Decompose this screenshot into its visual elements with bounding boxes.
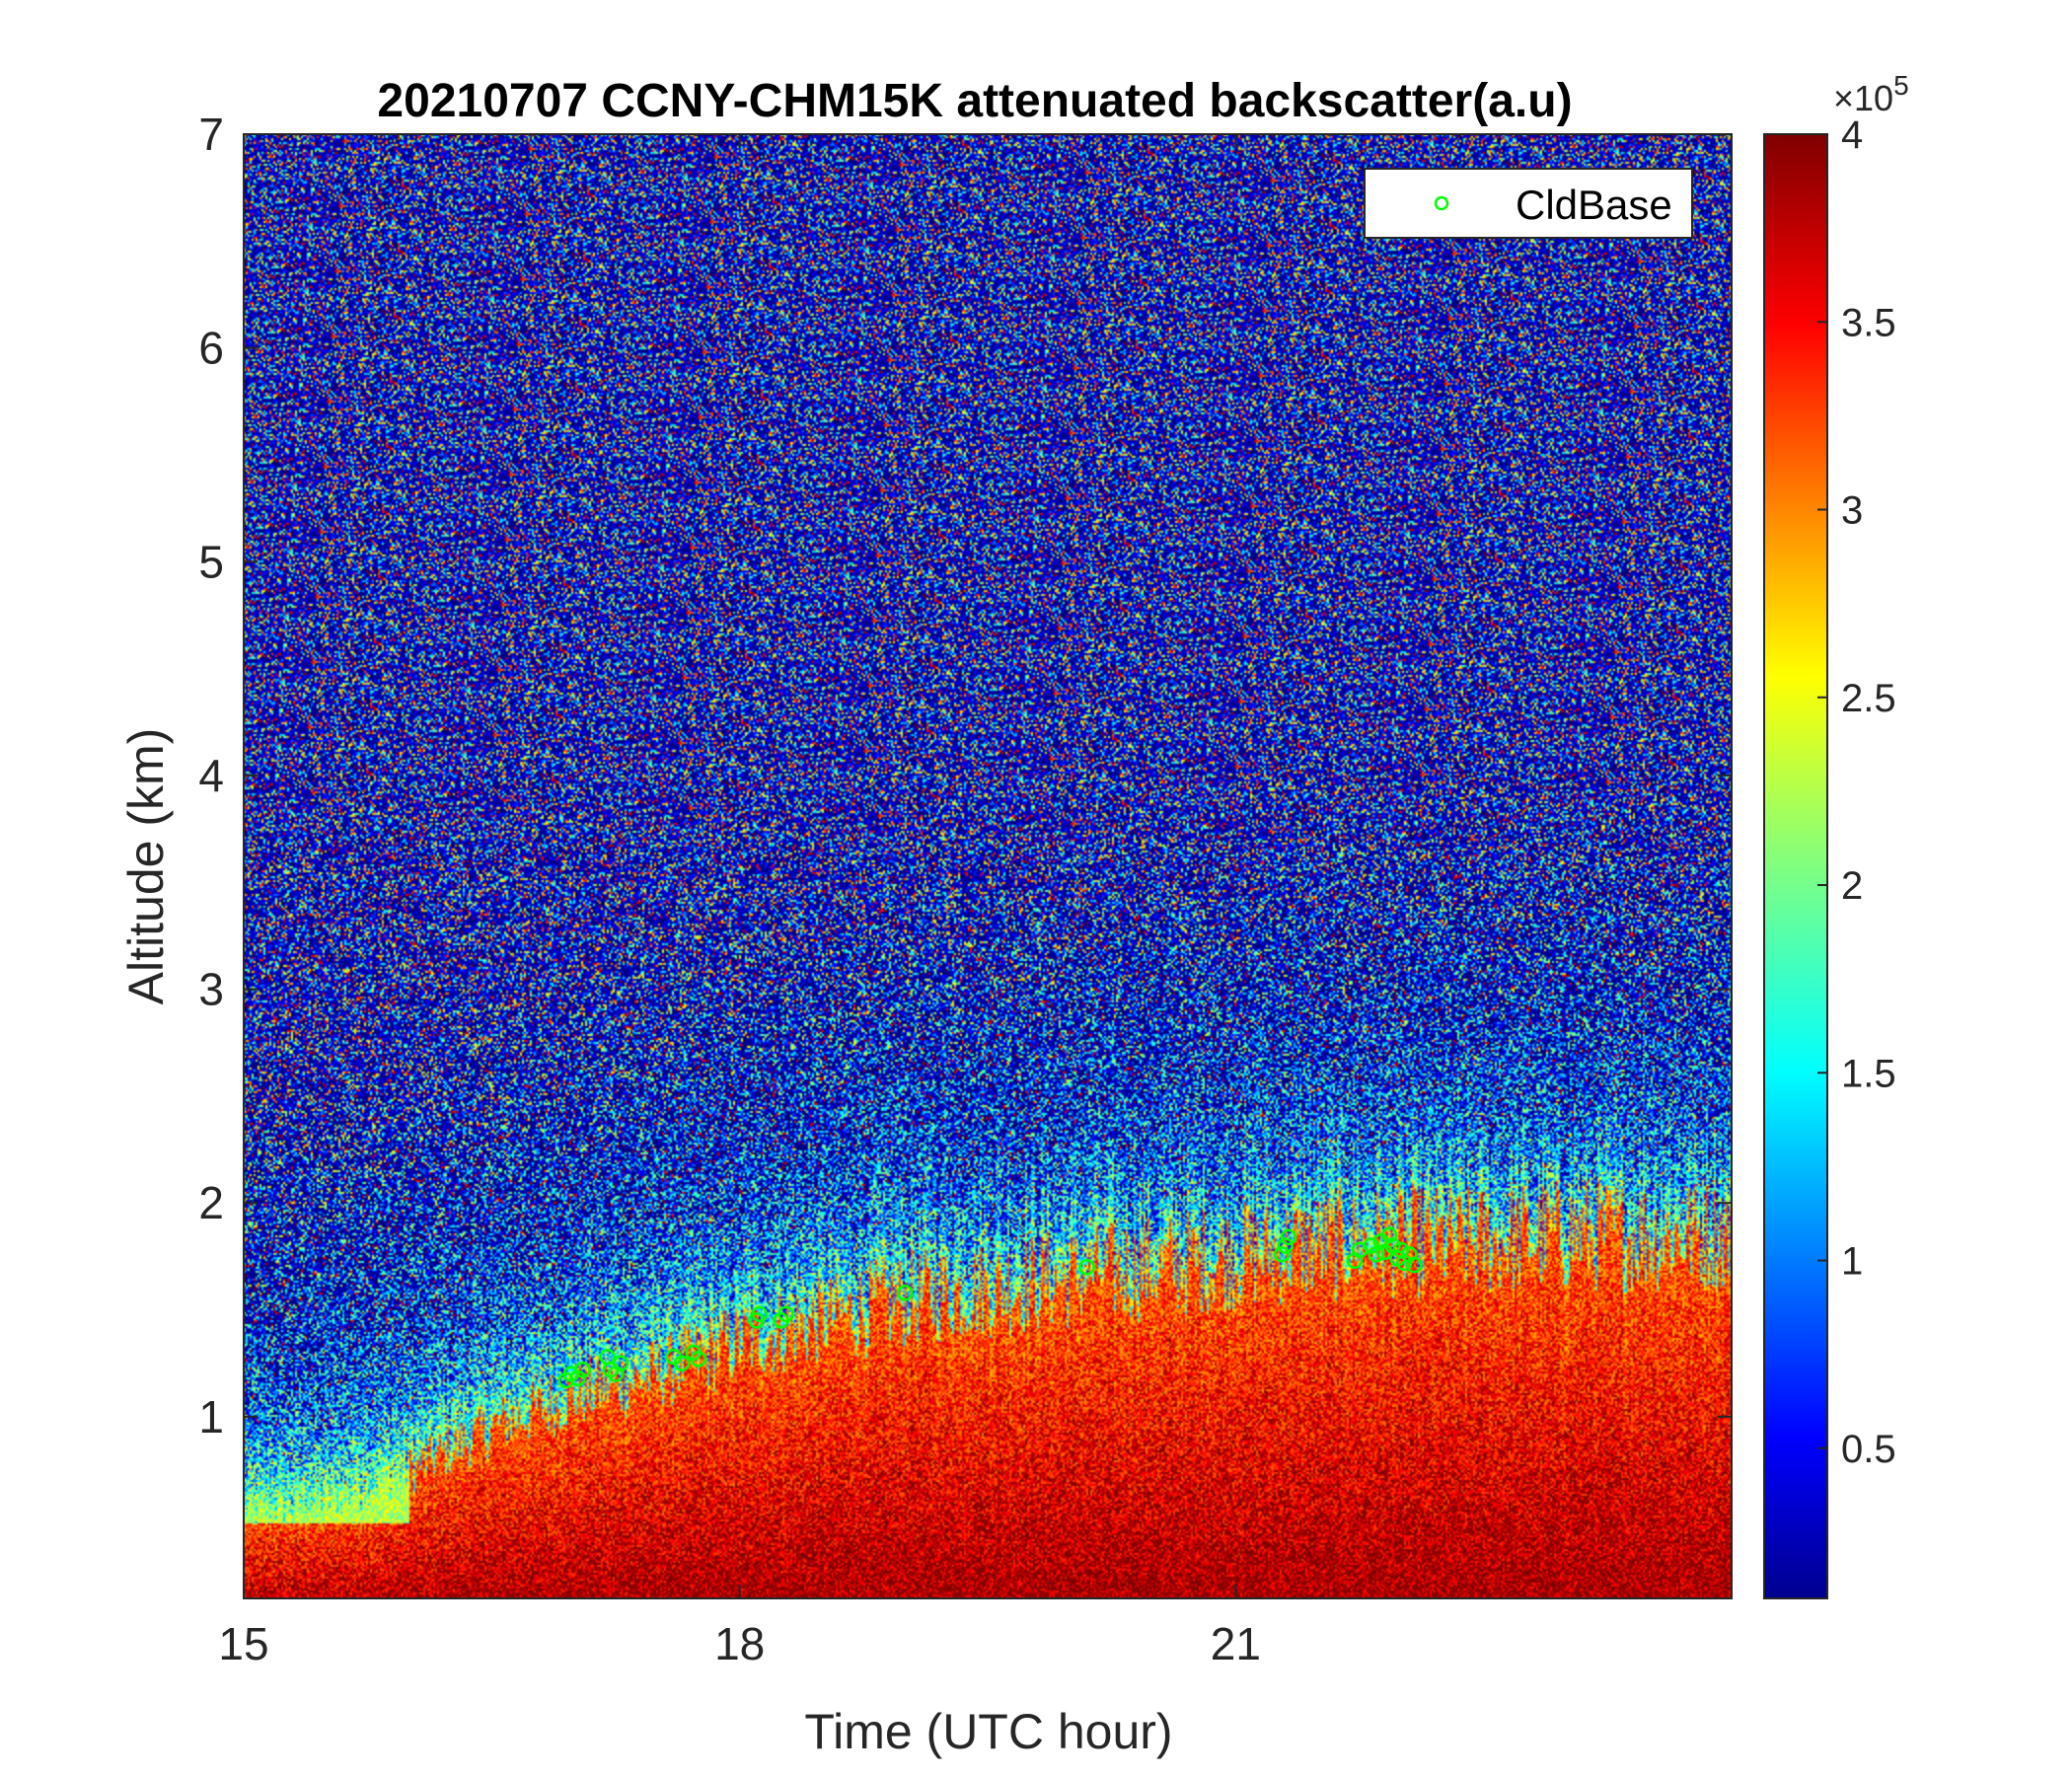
cloud-base-point <box>1273 1245 1291 1263</box>
cloud-base-point <box>569 1369 586 1387</box>
y-tick-label: 5 <box>198 536 224 587</box>
heatmap-image <box>244 134 1732 1598</box>
cloud-base-point <box>1078 1258 1095 1276</box>
colorbar-tick-label: 3.5 <box>1841 301 1896 344</box>
y-tick-label: 4 <box>198 750 224 801</box>
cloud-base-point <box>751 1305 769 1323</box>
colorbar: 0.5 1 1.5 2 2.5 3 3.5 4 ×105 <box>1763 70 1909 1599</box>
cloud-base-point <box>1363 1237 1379 1254</box>
x-tick-label: 15 <box>218 1618 268 1669</box>
y-tick-label: 2 <box>198 1177 224 1228</box>
y-axis-label: Altitude (km) <box>118 728 174 1005</box>
y-tick-label: 6 <box>198 323 224 374</box>
chart-title: 20210707 CCNY-CHM15K attenuated backscat… <box>377 75 1572 127</box>
cloud-base-point <box>673 1355 691 1371</box>
y-tick-label: 3 <box>198 964 224 1015</box>
colorbar-gradient <box>1763 133 1828 1599</box>
x-tick-label: 21 <box>1211 1618 1261 1669</box>
cloud-base-point <box>777 1305 794 1323</box>
colorbar-tick-label: 2 <box>1841 864 1863 908</box>
cloud-base-point <box>1380 1226 1398 1243</box>
cloud-base-point <box>1395 1254 1413 1272</box>
cloud-base-point <box>612 1355 629 1371</box>
colorbar-tick-label: 1 <box>1841 1240 1863 1284</box>
x-axis: 15 18 21 <box>218 134 1261 1669</box>
legend-marker-cldbase <box>1434 195 1449 211</box>
cloud-base-point <box>690 1351 707 1368</box>
plot-area <box>243 133 1733 1599</box>
plot-frame <box>243 133 1733 1599</box>
y-axis: 1 2 3 4 5 6 7 <box>198 109 1732 1443</box>
colorbar-tick-label: 3 <box>1841 489 1863 533</box>
colorbar-ticks: 0.5 1 1.5 2 2.5 3 3.5 4 <box>1817 113 1896 1471</box>
colorbar-tick-label: 0.5 <box>1841 1428 1896 1471</box>
colorbar-tick-label: 4 <box>1841 113 1863 157</box>
y-tick-label: 1 <box>198 1391 224 1443</box>
colorbar-tick-label: 2.5 <box>1841 677 1896 720</box>
cloud-base-point <box>1406 1256 1423 1274</box>
colorbar-tick-label: 1.5 <box>1841 1052 1896 1095</box>
cloud-base-point <box>1277 1237 1294 1254</box>
y-tick-label: 7 <box>198 109 224 160</box>
legend-box <box>1364 168 1693 239</box>
cloud-base-point <box>1280 1228 1297 1246</box>
x-tick-label: 18 <box>714 1618 765 1669</box>
legend-label-cldbase: CldBase <box>1516 182 1672 228</box>
x-axis-label: Time (UTC hour) <box>804 1704 1172 1759</box>
cloud-base-point <box>896 1284 914 1301</box>
cloud-base-point <box>574 1361 591 1378</box>
cloud-base-markers <box>557 1226 1423 1389</box>
colorbar-exponent: ×105 <box>1833 70 1909 118</box>
legend: CldBase <box>1364 168 1693 239</box>
